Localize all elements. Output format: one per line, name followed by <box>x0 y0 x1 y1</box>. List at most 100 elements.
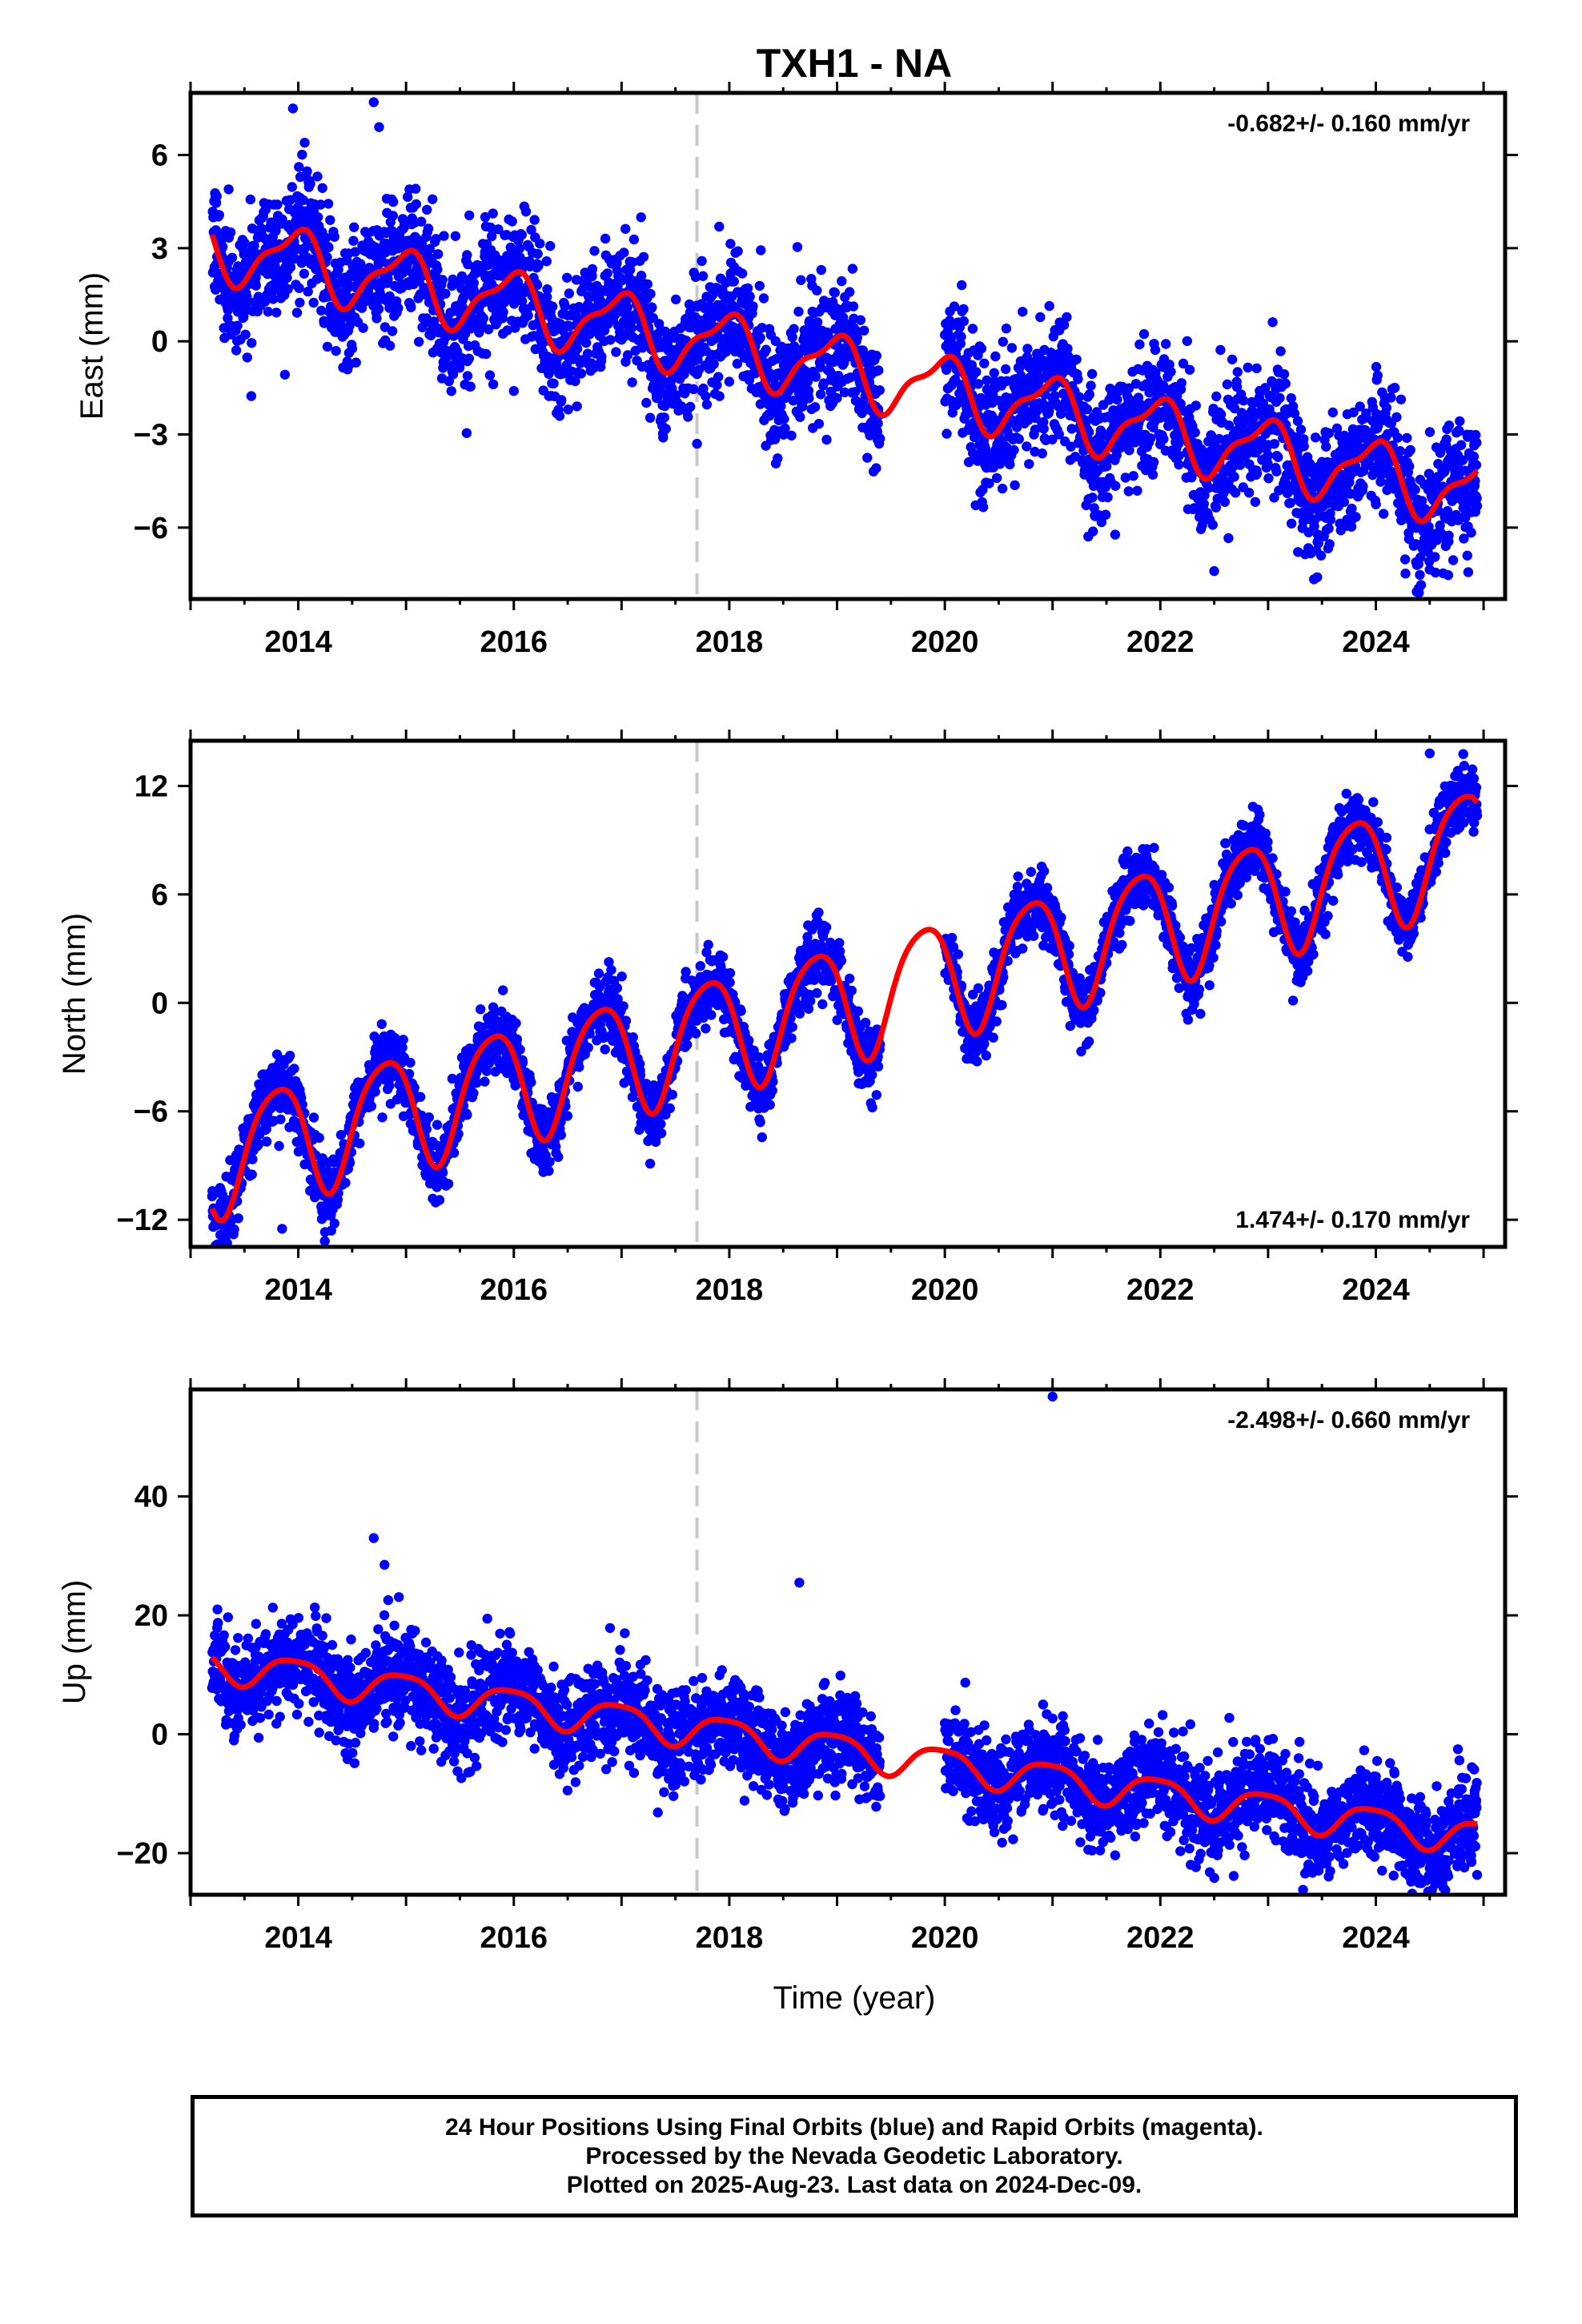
data-point <box>1158 434 1169 444</box>
data-point <box>517 296 528 307</box>
data-point <box>1395 394 1407 404</box>
data-point <box>823 328 833 338</box>
data-point <box>516 230 527 240</box>
data-point <box>268 294 279 304</box>
data-point <box>1299 434 1309 444</box>
data-point <box>1390 383 1400 393</box>
data-point <box>465 381 476 392</box>
data-point <box>563 404 573 415</box>
data-point <box>1001 324 1012 334</box>
data-point <box>533 260 544 271</box>
data-point <box>1024 459 1034 469</box>
data-point <box>249 240 259 251</box>
data-point <box>388 196 399 207</box>
data-point <box>448 369 459 380</box>
data-point <box>478 313 489 324</box>
data-point <box>480 211 491 223</box>
data-point <box>581 337 592 348</box>
data-point <box>462 1110 472 1120</box>
data-point <box>1054 429 1065 440</box>
data-point <box>1251 363 1262 374</box>
data-point <box>636 212 646 223</box>
data-point <box>285 1051 295 1061</box>
data-point <box>545 240 556 251</box>
data-point <box>572 344 583 354</box>
data-point <box>245 194 255 205</box>
data-point <box>1310 432 1321 443</box>
data-point <box>1361 408 1371 419</box>
data-point <box>957 279 967 291</box>
y-tick-label: −6 <box>134 512 168 545</box>
data-point <box>373 304 384 314</box>
data-point <box>439 231 449 241</box>
data-point <box>1447 555 1459 565</box>
data-point <box>384 1080 395 1091</box>
data-point <box>1009 444 1019 456</box>
data-point <box>323 242 334 253</box>
data-point <box>383 274 393 284</box>
data-point <box>1395 446 1406 456</box>
data-point <box>1410 485 1420 495</box>
data-point <box>1351 512 1361 522</box>
data-point <box>1404 461 1415 472</box>
data-point <box>1355 401 1365 412</box>
data-point <box>384 340 396 351</box>
data-point <box>542 292 552 302</box>
data-point <box>1006 343 1018 353</box>
data-point <box>1379 509 1389 519</box>
data-point <box>325 215 335 225</box>
data-point <box>1201 455 1211 465</box>
data-point <box>850 387 861 397</box>
x-tick-label: 2014 <box>264 625 332 659</box>
data-point <box>542 284 552 295</box>
data-point <box>484 324 494 335</box>
data-point <box>587 263 598 275</box>
data-point <box>622 350 633 360</box>
data-point <box>658 432 669 443</box>
data-point <box>423 223 434 234</box>
data-point <box>393 303 404 313</box>
data-point <box>434 1195 445 1205</box>
data-point <box>468 278 479 288</box>
data-point <box>1150 344 1161 356</box>
data-point <box>411 183 421 194</box>
data-point <box>1066 441 1076 452</box>
data-point <box>1089 503 1099 513</box>
data-point <box>1120 472 1131 483</box>
data-point <box>1058 320 1070 330</box>
data-point <box>480 1076 490 1087</box>
data-point <box>403 191 413 203</box>
data-point <box>488 379 499 390</box>
data-point <box>1315 550 1327 561</box>
east-y-axis-label: East (mm) <box>74 272 110 420</box>
data-point <box>1222 379 1233 390</box>
outlier-point <box>692 438 702 449</box>
data-point <box>1071 354 1082 364</box>
data-point <box>602 268 612 279</box>
data-point <box>779 414 789 424</box>
data-point <box>1472 501 1483 511</box>
data-point <box>1012 422 1022 432</box>
data-point <box>299 268 310 279</box>
data-point <box>437 275 448 285</box>
data-point <box>1132 485 1142 496</box>
data-point <box>661 424 671 434</box>
data-point <box>875 433 885 444</box>
data-point <box>769 434 781 444</box>
data-point <box>233 1213 243 1224</box>
data-point <box>239 238 250 248</box>
x-tick-label: 2018 <box>696 625 764 659</box>
data-point <box>855 315 866 325</box>
data-point <box>526 1077 536 1088</box>
data-point <box>1166 367 1176 377</box>
data-point <box>1396 514 1407 525</box>
data-point <box>725 239 736 249</box>
data-point <box>1381 403 1392 413</box>
data-point <box>1263 450 1273 460</box>
data-point <box>512 1034 523 1045</box>
data-point <box>287 182 297 192</box>
data-point <box>1423 468 1435 479</box>
data-point <box>450 231 461 241</box>
y-tick-label: 0 <box>151 325 168 359</box>
